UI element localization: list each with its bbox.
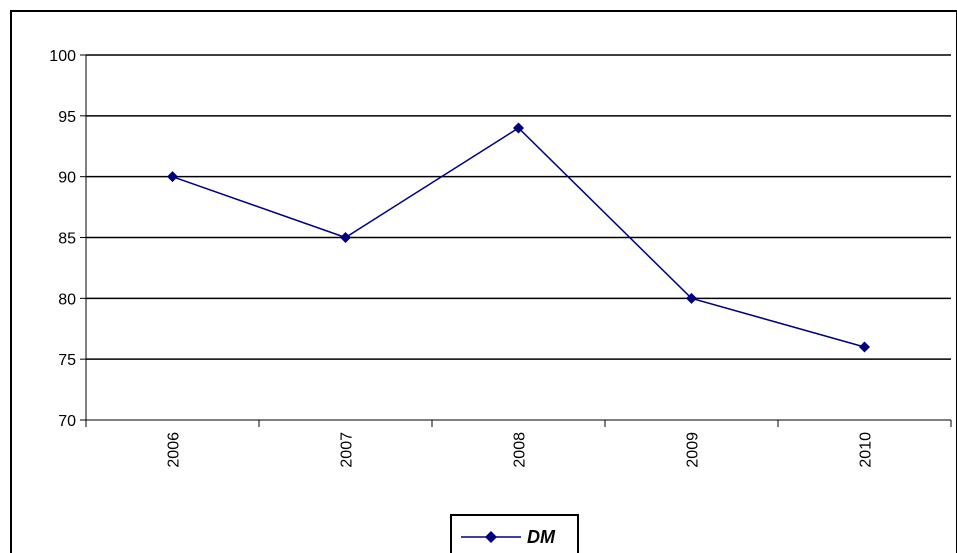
data-point-marker (859, 341, 870, 353)
x-tick-label: 2006 (166, 432, 183, 468)
y-tick-label: 85 (58, 231, 76, 248)
x-axis-tick-labels: 2006 2007 2008 2009 2010 (166, 432, 875, 468)
y-tick-label: 80 (58, 291, 76, 308)
y-tick-label: 70 (58, 413, 76, 430)
data-point-marker (686, 292, 697, 304)
chart-area-border (10, 10, 957, 553)
x-tick-label: 2010 (858, 432, 875, 468)
y-tick-label: 100 (49, 48, 76, 65)
x-tick-label: 2007 (339, 432, 356, 468)
y-tick-label: 95 (58, 109, 76, 126)
x-tick-label: 2009 (685, 432, 702, 468)
data-point-marker (513, 122, 524, 134)
y-axis-tick-labels: 70 75 80 85 90 95 100 (49, 48, 76, 430)
y-tick-label: 90 (58, 170, 76, 187)
series-dm (167, 122, 870, 353)
y-tick-label: 75 (58, 352, 76, 369)
legend-label-dm: DM (527, 527, 556, 547)
data-point-marker (167, 171, 178, 183)
legend-box (450, 514, 579, 553)
axes (80, 54, 952, 427)
legend: DM (450, 514, 579, 553)
x-tick-label: 2008 (512, 432, 529, 468)
data-point-marker (340, 232, 351, 243)
gridlines (86, 54, 951, 360)
legend-diamond-marker (485, 531, 497, 543)
